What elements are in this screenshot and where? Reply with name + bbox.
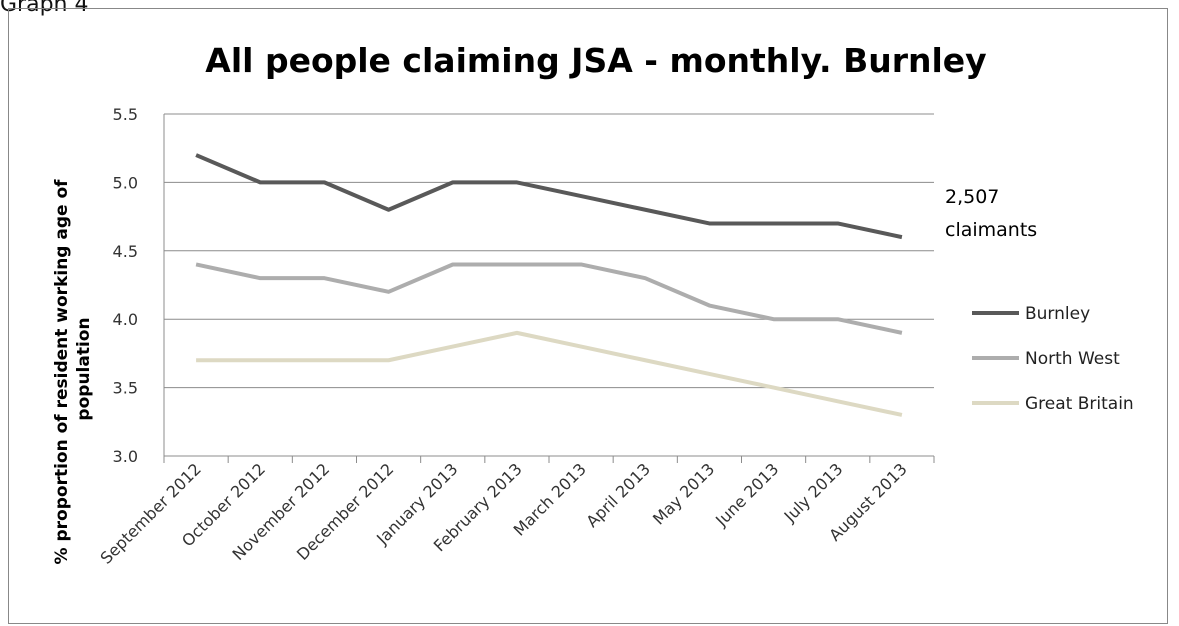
y-axis-label-line-2: population	[74, 317, 94, 420]
y-tick-label: 4.5	[113, 242, 138, 261]
x-tick-label: June 2013	[711, 459, 782, 530]
series-lines	[195, 153, 903, 417]
chart-title: All people claiming JSA - monthly. Burnl…	[205, 41, 986, 80]
y-tick-label: 3.0	[113, 447, 138, 466]
x-tick-label: September 2012	[97, 459, 205, 567]
series-line	[195, 262, 903, 335]
y-tick-label: 5.0	[113, 173, 138, 192]
y-tick-label: 5.5	[113, 105, 138, 124]
axes	[163, 114, 935, 463]
y-axis-label: % proportion of resident working age of …	[52, 174, 94, 565]
y-tick-labels: 3.0 3.5 4.0 4.5 5.0 5.5	[113, 105, 138, 466]
legend-label: Burnley	[1025, 304, 1090, 324]
legend-label: Great Britain	[1025, 394, 1134, 414]
x-tick-label: April 2013	[582, 459, 654, 531]
x-tick-label: July 2013	[780, 459, 847, 526]
y-tick-label: 4.0	[113, 310, 138, 329]
chart-frame	[8, 8, 1168, 624]
series-line	[195, 153, 903, 240]
annotation-count: 2,507	[945, 186, 999, 208]
x-tick-label: May 2013	[649, 459, 718, 528]
y-tick-label: 3.5	[113, 379, 138, 398]
legend: Burnley North West Great Britain	[972, 304, 1134, 414]
series-line	[196, 330, 903, 417]
legend-label: North West	[1025, 349, 1120, 369]
annotation-label: claimants	[945, 219, 1037, 241]
gridlines	[164, 113, 934, 389]
y-axis-label-line-1: % proportion of resident working age of	[52, 179, 72, 565]
